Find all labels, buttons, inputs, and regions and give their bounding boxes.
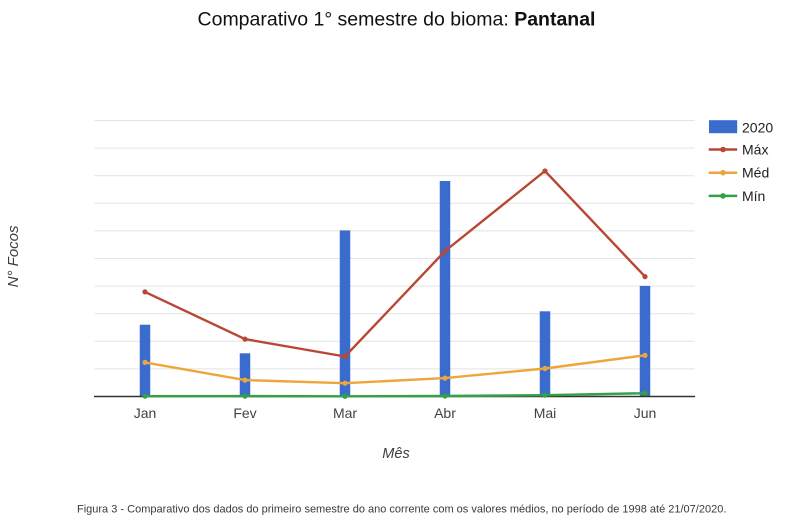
svg-text:Jun: Jun <box>634 405 657 421</box>
svg-text:Mín: Mín <box>742 188 765 204</box>
svg-text:N° Focos: N° Focos <box>5 225 22 287</box>
svg-text:2020: 2020 <box>742 119 773 135</box>
svg-text:Méd: Méd <box>742 165 769 181</box>
svg-text:Mai: Mai <box>534 405 557 421</box>
svg-text:Mês: Mês <box>382 446 409 462</box>
svg-text:Figura 3 - Comparativo dos dad: Figura 3 - Comparativo dos dados do prim… <box>77 504 726 516</box>
svg-text:Comparativo 1° semestre do bio: Comparativo 1° semestre do bioma: Pantan… <box>198 9 596 31</box>
svg-text:Máx: Máx <box>742 142 768 158</box>
svg-text:Mar: Mar <box>333 405 357 421</box>
svg-text:Jan: Jan <box>134 405 157 421</box>
svg-text:Fev: Fev <box>233 405 256 421</box>
svg-text:Abr: Abr <box>434 405 456 421</box>
